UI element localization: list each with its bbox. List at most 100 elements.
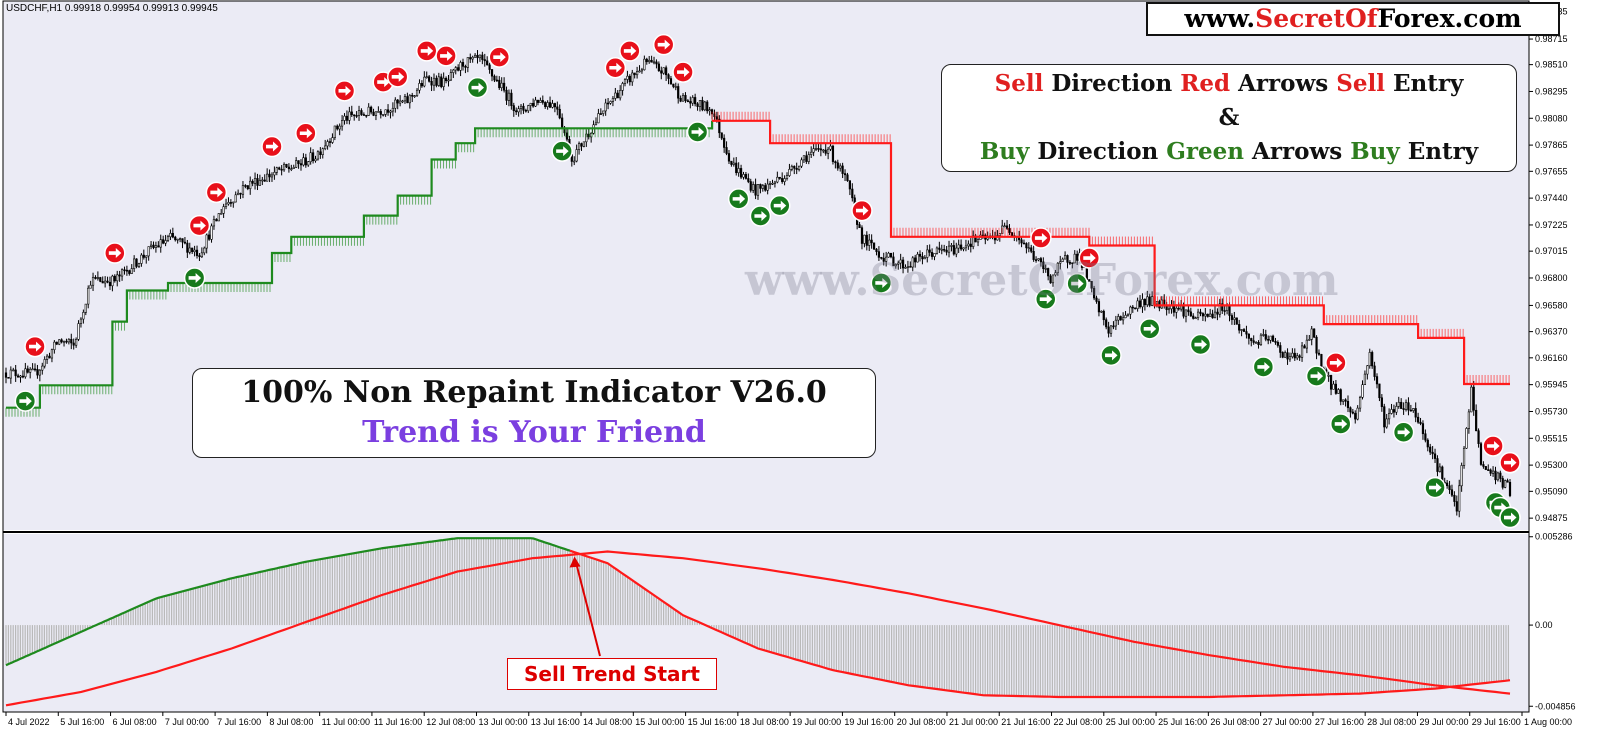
right-arrow-icon [1334, 418, 1348, 429]
candle-body [26, 368, 29, 373]
candle-body [1088, 279, 1091, 282]
candle-body [1453, 494, 1456, 502]
candle-body [657, 63, 660, 72]
candle-body [1424, 433, 1427, 441]
candle-body [396, 99, 399, 104]
right-arrow-icon [773, 200, 787, 211]
candle-body [548, 102, 552, 108]
site-forex: Forex [1377, 4, 1455, 33]
candle-body [420, 83, 423, 87]
time-axis-label: 13 Jul 00:00 [478, 717, 527, 727]
sell-signal-arrow [24, 335, 46, 358]
candle-body [99, 277, 102, 282]
candle-body [1458, 485, 1461, 512]
candle-body [1141, 298, 1144, 308]
pointer-arrowhead-icon [569, 556, 581, 568]
candle-body [1293, 352, 1296, 359]
candle-body [1363, 373, 1367, 386]
candle-body [149, 244, 153, 247]
candle-body [1291, 352, 1294, 358]
candle-body [1119, 316, 1122, 321]
candle-body [58, 339, 61, 345]
time-axis-label: 27 Jul 16:00 [1315, 717, 1364, 727]
time-axis-label: 4 Jul 2022 [8, 717, 50, 727]
candle-body [976, 239, 980, 243]
candle-body [94, 276, 97, 279]
legend-word: Arrows [1230, 70, 1337, 97]
candle-body [696, 103, 699, 107]
candle-body [72, 342, 75, 346]
candle-body [1284, 352, 1287, 358]
candle-body [599, 113, 602, 115]
candle-body [493, 75, 496, 81]
candle-body [1136, 300, 1139, 309]
legend-word: Direction [1029, 138, 1167, 165]
price-axis-label: 0.98510 [1535, 60, 1568, 70]
candle-body [203, 247, 206, 254]
candle-body [178, 238, 182, 240]
time-axis-label: 21 Jul 00:00 [949, 717, 998, 727]
candle-body [865, 234, 868, 246]
candle-body [1061, 258, 1064, 262]
candle-body [208, 234, 211, 240]
candle-body [1496, 472, 1500, 481]
candle-body [270, 174, 274, 178]
candle-body [16, 375, 20, 378]
candle-body [960, 244, 963, 250]
candle-body [619, 90, 622, 99]
candle-body [1446, 482, 1449, 487]
candle-body [1380, 397, 1383, 407]
legend-buy-line: Buy Direction Green Arrows Buy Entry [942, 135, 1516, 169]
candle-body [730, 160, 733, 165]
candle-body [1305, 339, 1308, 349]
candle-body [12, 369, 15, 372]
histogram-group [5, 538, 1510, 697]
sell-signal-arrow [672, 61, 694, 83]
candle-body [1245, 331, 1248, 335]
candle-body [432, 77, 436, 86]
time-axis-label: 22 Jul 08:00 [1054, 717, 1103, 727]
candle-body [77, 323, 80, 340]
candle-body [1344, 399, 1347, 402]
candle-body [1438, 466, 1441, 472]
candle-body [447, 79, 450, 82]
candle-body [198, 255, 201, 258]
candle-body [1107, 326, 1110, 334]
candle-body [104, 280, 107, 284]
candle-body [701, 100, 704, 111]
candle-body [1059, 261, 1062, 264]
candle-body [33, 368, 37, 371]
candle-body [1008, 228, 1011, 233]
candle-body [822, 149, 825, 152]
price-axis-label: 0.96800 [1535, 273, 1568, 283]
buy-signal-arrow [1329, 413, 1352, 435]
candle-body [1455, 501, 1458, 512]
candle-body [614, 92, 617, 99]
candle-body [1143, 298, 1146, 306]
candle-body [38, 369, 41, 376]
candle-body [887, 252, 890, 258]
candle-body [442, 77, 445, 87]
legend-word: Arrows [1244, 138, 1351, 165]
candle-body [1368, 352, 1371, 367]
candle-body [626, 75, 629, 80]
candle-body [1475, 409, 1478, 432]
site-banner: www.SecretOfForex.com [1146, 2, 1560, 36]
candle-body [715, 116, 718, 120]
buy-signal-arrow [1392, 421, 1415, 444]
candle-body [1201, 313, 1205, 317]
candle-body [457, 67, 460, 71]
candle-body [205, 234, 208, 249]
symbol-ohlc: 0.99918 0.99954 0.99913 0.99945 [64, 3, 218, 14]
right-arrow-icon [855, 205, 869, 216]
candle-body [892, 256, 895, 267]
candle-body [814, 148, 818, 150]
candle-body [727, 153, 731, 162]
candle-body [870, 239, 873, 244]
candle-body [183, 241, 187, 244]
buy-signal-arrow [727, 188, 750, 210]
candle-body [290, 168, 293, 170]
candle-body [476, 54, 479, 59]
buy-trend-line-group [5, 120, 714, 417]
candle-body [1184, 309, 1188, 317]
